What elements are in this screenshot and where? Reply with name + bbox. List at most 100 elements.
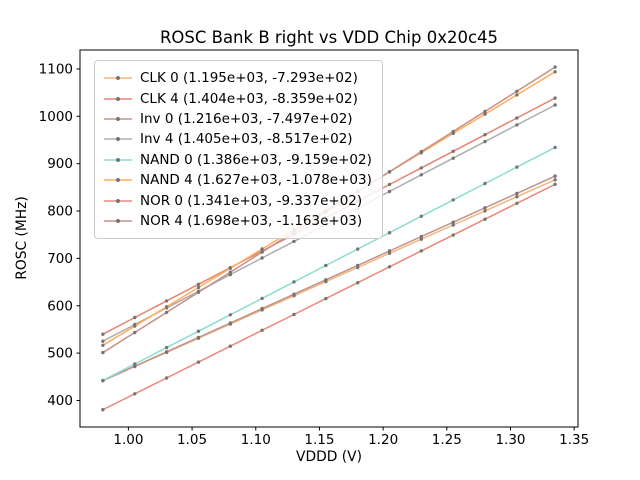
y-tick-label: 1000 xyxy=(39,109,73,125)
x-tick-label: 1.00 xyxy=(113,432,143,448)
x-tick-label: 1.05 xyxy=(177,432,207,448)
legend-marker xyxy=(116,218,120,223)
data-point-nor-4 xyxy=(419,149,423,154)
data-point-nand-4 xyxy=(101,343,105,347)
legend-label: CLK 4 (1.404e+03, -8.359e+02) xyxy=(140,90,358,107)
legend-item-nand-4: NAND 4 (1.627e+03, -1.078e+03) xyxy=(103,170,372,190)
data-point-nor-4 xyxy=(133,330,137,335)
data-point-inv-0 xyxy=(292,292,296,296)
data-point-nor-0 xyxy=(292,312,296,317)
data-point-nor-4 xyxy=(164,310,169,315)
data-point-nand-4 xyxy=(196,285,201,290)
data-point-nor-4 xyxy=(515,89,519,94)
legend-label: NAND 4 (1.627e+03, -1.078e+03) xyxy=(140,172,372,189)
data-point-nand-0 xyxy=(451,198,455,202)
data-point-nand-4 xyxy=(228,266,232,270)
data-point-nor-0 xyxy=(196,360,201,364)
x-axis-label: VDDD (V) xyxy=(296,449,362,465)
x-tick-label: 1.20 xyxy=(368,432,398,448)
data-point-nand-0 xyxy=(419,214,423,218)
data-point-inv-0 xyxy=(515,191,519,196)
data-point-nand-0 xyxy=(515,165,519,169)
data-point-nor-0 xyxy=(101,408,105,412)
data-point-inv-4 xyxy=(101,339,105,343)
data-point-nor-0 xyxy=(164,376,169,380)
data-point-nor-0 xyxy=(483,217,487,221)
data-point-nor-0 xyxy=(228,344,232,348)
data-point-nor-4 xyxy=(196,290,201,294)
legend-line-sample xyxy=(104,178,132,183)
data-point-clk-0 xyxy=(419,237,423,241)
data-point-clk-0 xyxy=(515,195,519,199)
data-point-nor-4 xyxy=(483,109,487,114)
data-point-nor-4 xyxy=(451,129,455,134)
data-point-nor-4 xyxy=(228,270,232,274)
data-point-clk-0 xyxy=(451,223,455,227)
legend-item-nor-4: NOR 4 (1.698e+03, -1.163e+03) xyxy=(103,211,372,231)
legend-line-sample xyxy=(104,218,132,223)
legend-marker xyxy=(116,96,120,101)
data-point-inv-4 xyxy=(260,256,264,260)
legend: CLK 0 (1.195e+03, -7.293e+02) CLK 4 (1.40… xyxy=(94,60,383,240)
legend-marker xyxy=(116,178,120,183)
legend-label: NAND 0 (1.386e+03, -9.159e+02) xyxy=(140,151,372,168)
data-point-clk-4 xyxy=(553,96,557,100)
legend-item-clk-4: CLK 4 (1.404e+03, -8.359e+02) xyxy=(103,88,372,108)
data-point-nand-0 xyxy=(356,247,360,251)
y-tick-label: 600 xyxy=(47,298,73,314)
data-point-inv-4 xyxy=(292,239,296,244)
y-tick-label: 400 xyxy=(47,393,73,409)
data-point-inv-0 xyxy=(356,263,360,268)
legend-line-sample xyxy=(104,76,132,81)
data-point-nand-0 xyxy=(553,145,557,150)
legend-label: Inv 4 (1.405e+03, -8.517e+02) xyxy=(140,131,353,148)
data-point-inv-0 xyxy=(260,306,264,311)
data-point-nand-0 xyxy=(196,329,201,333)
y-tick-label: 1100 xyxy=(39,61,73,77)
data-point-nand-0 xyxy=(483,181,487,186)
data-point-nand-0 xyxy=(164,345,169,350)
data-point-clk-4 xyxy=(387,182,392,187)
data-point-nand-4 xyxy=(133,324,137,328)
chart-title: ROSC Bank B right vs VDD Chip 0x20c45 xyxy=(159,28,499,47)
data-point-nor-0 xyxy=(387,265,392,269)
data-point-inv-0 xyxy=(451,220,455,224)
y-tick-label: 800 xyxy=(47,204,73,220)
y-tick-label: 700 xyxy=(47,251,73,267)
data-point-nor-4 xyxy=(260,250,264,254)
data-point-inv-0 xyxy=(196,335,201,340)
data-point-inv-0 xyxy=(419,234,423,239)
legend-label: Inv 0 (1.216e+03, -7.497e+02) xyxy=(140,110,353,127)
data-point-inv-0 xyxy=(324,278,328,282)
data-point-clk-4 xyxy=(164,299,169,303)
data-point-nor-4 xyxy=(101,350,105,355)
data-point-nand-0 xyxy=(228,313,232,317)
data-point-inv-0 xyxy=(164,350,169,354)
data-point-inv-0 xyxy=(228,321,232,325)
data-point-clk-4 xyxy=(133,315,137,320)
y-tick-label: 900 xyxy=(47,156,73,172)
data-point-nor-0 xyxy=(324,296,328,301)
x-tick-label: 1.30 xyxy=(495,432,525,448)
legend-line-sample xyxy=(104,157,132,162)
data-point-inv-0 xyxy=(483,206,487,210)
legend-label: CLK 0 (1.195e+03, -7.293e+02) xyxy=(140,70,358,87)
data-point-nor-0 xyxy=(451,233,455,237)
legend-line-sample xyxy=(104,96,132,101)
data-point-inv-4 xyxy=(553,103,557,107)
data-point-clk-4 xyxy=(101,332,105,336)
data-point-clk-4 xyxy=(196,282,201,286)
data-point-nor-4 xyxy=(553,65,557,69)
data-point-nand-4 xyxy=(483,112,487,116)
data-point-nor-4 xyxy=(387,170,392,174)
data-point-nand-4 xyxy=(260,247,264,251)
data-point-nor-0 xyxy=(419,249,423,253)
legend-item-inv-4: Inv 4 (1.405e+03, -8.517e+02) xyxy=(103,129,372,149)
legend-label: NOR 4 (1.698e+03, -1.163e+03) xyxy=(140,212,363,229)
legend-marker xyxy=(116,137,120,142)
data-point-clk-4 xyxy=(451,149,455,153)
legend-item-nand-0: NAND 0 (1.386e+03, -9.159e+02) xyxy=(103,150,372,170)
data-point-clk-0 xyxy=(553,178,557,182)
data-point-nand-0 xyxy=(101,378,105,383)
